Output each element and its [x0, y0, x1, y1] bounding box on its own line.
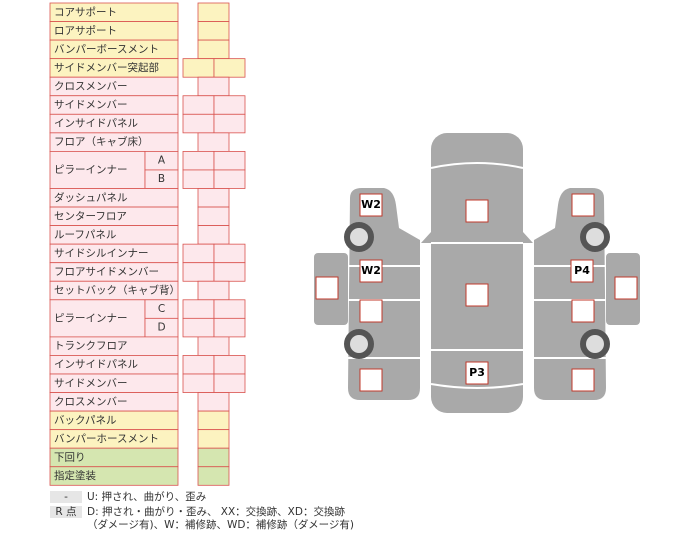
check-cell — [182, 299, 215, 319]
check-cell — [213, 355, 246, 375]
check-cell — [197, 336, 230, 356]
row-label: バンパーボースメント — [54, 43, 159, 55]
check-cell — [182, 262, 215, 282]
row-label-cell — [49, 466, 179, 486]
damage-code: W2 — [361, 264, 381, 277]
check-cell — [182, 113, 215, 134]
row-label: バックパネル — [54, 414, 116, 426]
check-cell — [197, 206, 230, 227]
sub-label: A — [158, 155, 166, 167]
legend-key-box — [50, 491, 82, 503]
damage-box — [359, 193, 383, 217]
check-cell — [213, 373, 246, 393]
row-label: インサイドパネル — [54, 118, 138, 130]
legend-key: - — [64, 491, 68, 503]
row-label: フロア（キャブ床） — [54, 135, 149, 148]
check-cell — [197, 447, 230, 468]
empty-boxes — [315, 193, 638, 392]
car-diagram — [314, 133, 640, 413]
row-label: 下回り — [54, 451, 86, 463]
check-cell — [213, 317, 246, 338]
row-label: サイドシルインナー — [54, 247, 149, 259]
row-label: ダッシュパネル — [54, 191, 128, 204]
row-label: クロスメンバー — [54, 396, 128, 408]
row-label: セットバック（キャブ背） — [54, 284, 180, 297]
legend-text: （ダメージ有)、W：補修跡、WD：補修跡（ダメージ有) — [87, 518, 354, 531]
check-cell — [182, 373, 215, 393]
check-cell — [213, 113, 246, 134]
check-cell — [182, 355, 215, 375]
row-label: ピラーインナー — [54, 164, 128, 176]
damage-code: P4 — [574, 264, 590, 277]
check-cell — [197, 429, 230, 449]
legend-key: R 点 — [55, 506, 76, 518]
row-label: センターフロア — [54, 210, 127, 222]
legend-text: U: 押され、曲がり、歪み — [87, 490, 206, 503]
check-cell — [213, 95, 246, 115]
row-label: バンパーホースメント — [54, 433, 159, 445]
row-label: ロアサポート — [54, 25, 117, 37]
check-cell — [197, 132, 230, 152]
check-cell — [197, 188, 230, 208]
row-label: 指定塗装 — [54, 469, 96, 482]
check-cell — [182, 95, 215, 115]
car-body-lines — [430, 162, 524, 389]
check-cell — [213, 169, 246, 189]
damage-box — [570, 259, 594, 283]
check-cell — [197, 39, 230, 60]
row-label: フロアサイドメンバー — [54, 266, 159, 278]
sub-label: C — [158, 303, 165, 315]
check-cell — [197, 466, 230, 486]
check-cell — [182, 317, 215, 338]
check-cell — [213, 243, 246, 264]
check-cell — [213, 58, 246, 78]
legend-key-box — [50, 506, 82, 518]
sub-label: D — [157, 322, 165, 334]
check-cell — [197, 280, 230, 301]
check-cell — [182, 169, 215, 189]
car-body-top — [431, 133, 523, 413]
row-label: コアサポート — [54, 6, 117, 18]
legend-text: D: 押され・曲がり・歪み、 XX：交換跡、XD：交換跡 — [87, 505, 345, 518]
check-cell — [197, 76, 230, 97]
check-cell — [182, 243, 215, 264]
check-cell — [213, 299, 246, 319]
damage-box — [359, 259, 383, 283]
row-label: サイドメンバー — [54, 99, 128, 111]
row-label: トランクフロア — [54, 340, 128, 352]
damage-box — [465, 361, 489, 385]
check-cell — [197, 225, 230, 245]
row-label: ピラーインナー — [54, 312, 128, 324]
check-cell — [182, 150, 215, 171]
car-right-side — [534, 188, 640, 400]
damage-code: W2 — [361, 198, 381, 211]
car-left-side — [314, 188, 420, 400]
sub-label: B — [158, 173, 165, 185]
check-cell — [197, 2, 230, 22]
check-cell — [197, 392, 230, 412]
row-label: インサイドパネル — [54, 359, 138, 371]
check-cell — [197, 21, 230, 41]
row-label: クロスメンバー — [54, 80, 128, 92]
check-cell — [213, 262, 246, 282]
damage-code: P3 — [469, 366, 485, 379]
row-label: ルーフパネル — [54, 229, 116, 241]
check-cell — [182, 58, 215, 78]
row-label: サイドメンバー — [54, 377, 128, 389]
check-cell — [197, 410, 230, 431]
check-cell — [213, 150, 246, 171]
row-label: サイドメンバー突起部 — [54, 61, 159, 74]
